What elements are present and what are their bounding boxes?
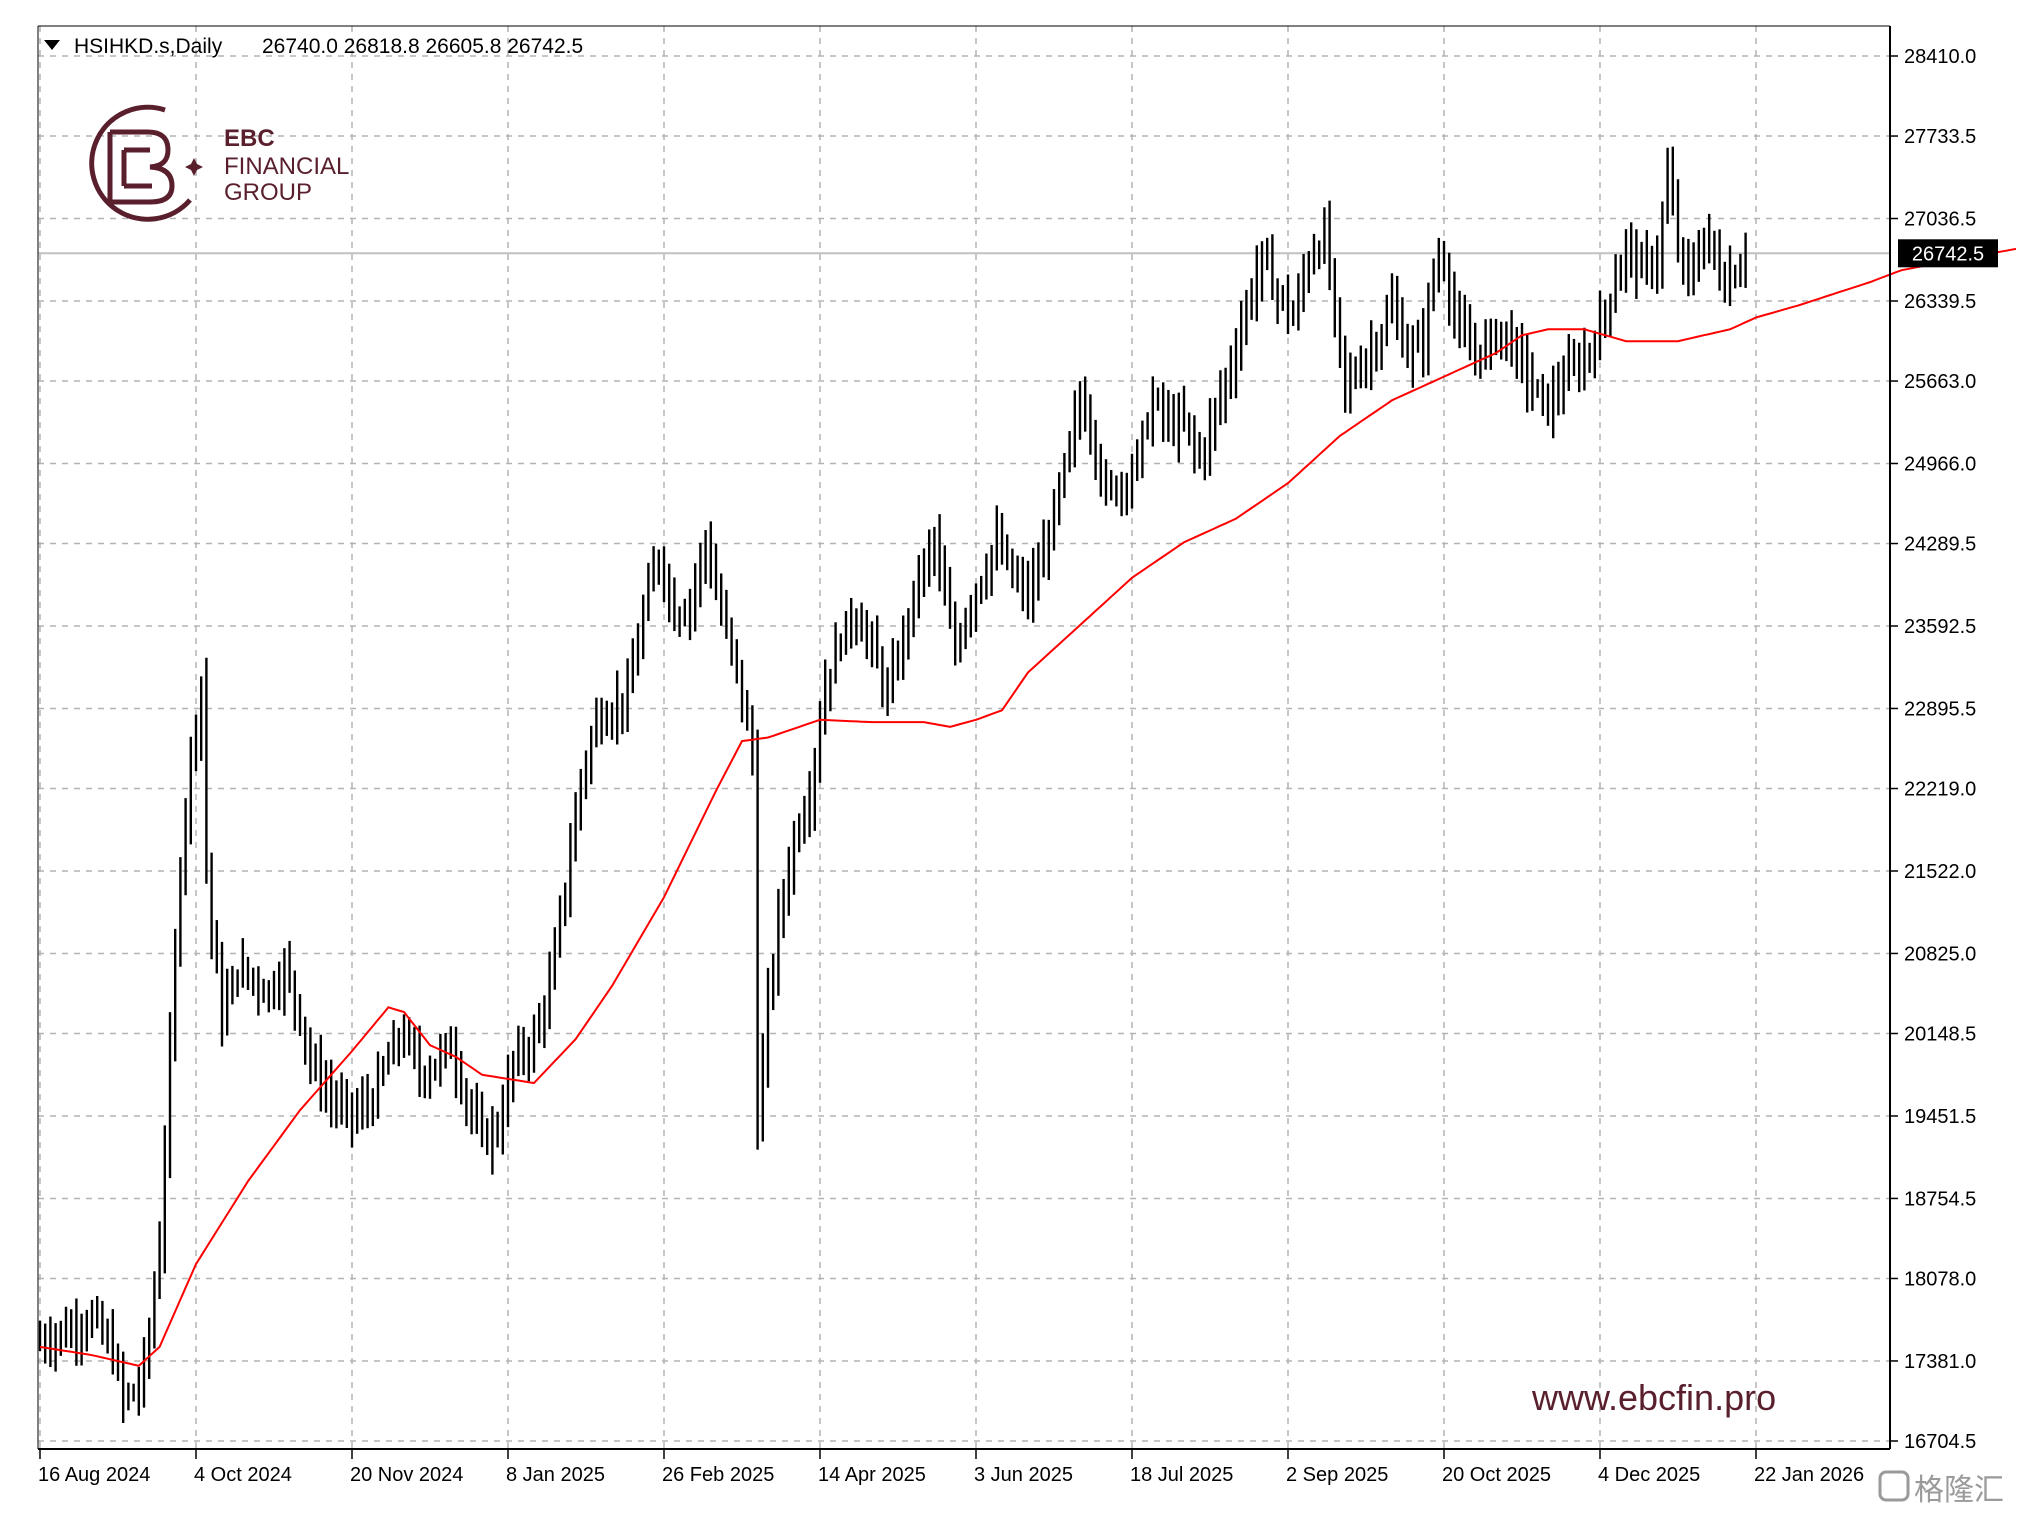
y-tick-label: 22895.5 xyxy=(1904,698,1976,720)
x-tick-label: 2 Sep 2025 xyxy=(1286,1464,1388,1486)
y-tick-label: 20148.5 xyxy=(1904,1024,1976,1046)
y-tick-label: 23592.5 xyxy=(1904,616,1976,638)
y-tick-label: 18754.5 xyxy=(1904,1188,1976,1210)
y-tick-label: 27733.5 xyxy=(1904,126,1976,148)
y-axis-ticks: 28410.0 27733.5 27036.5 26339.5 25663.0 24966… xyxy=(1890,46,1976,1453)
current-price-label: 26742.5 xyxy=(1912,243,1984,265)
logo-group: GROUP xyxy=(224,179,312,206)
y-tick-label: 24966.0 xyxy=(1904,453,1976,475)
ebc-logo: EBC FINANCIAL GROUP xyxy=(89,104,349,222)
x-tick-label: 22 Jan 2026 xyxy=(1754,1464,1864,1486)
y-tick-label: 21522.0 xyxy=(1904,861,1976,883)
x-tick-label: 16 Aug 2024 xyxy=(38,1464,150,1486)
x-tick-label: 20 Nov 2024 xyxy=(350,1464,463,1486)
x-axis-ticks: 16 Aug 2024 4 Oct 2024 20 Nov 2024 8 Jan 20… xyxy=(38,1449,1864,1486)
logo-ring-icon xyxy=(89,104,192,222)
watermark-text: 格隆汇 xyxy=(1914,1473,2004,1508)
y-tick-label: 22219.0 xyxy=(1904,779,1976,801)
symbol-label: HSIHKD.s,Daily xyxy=(74,35,223,58)
moving-average-line xyxy=(39,247,2017,1367)
y-tick-label: 20825.0 xyxy=(1904,943,1976,965)
x-tick-label: 3 Jun 2025 xyxy=(974,1464,1073,1486)
y-tick-label: 17381.0 xyxy=(1904,1351,1976,1373)
logo-b-icon xyxy=(107,129,175,205)
website-url[interactable]: www.ebcfin.pro xyxy=(1531,1377,1776,1418)
logo-ebc: EBC xyxy=(224,125,275,152)
logo-financial: FINANCIAL xyxy=(224,153,349,180)
y-tick-label: 19451.5 xyxy=(1904,1106,1976,1128)
y-tick-label: 16704.5 xyxy=(1904,1431,1976,1453)
ohlc-values: 26740.0 26818.8 26605.8 26742.5 xyxy=(262,35,583,58)
chart-header: HSIHKD.s,Daily 26740.0 26818.8 26605.8 2… xyxy=(44,35,583,58)
x-tick-label: 4 Dec 2025 xyxy=(1598,1464,1700,1486)
logo-star-icon xyxy=(185,158,203,176)
y-tick-label: 26339.5 xyxy=(1904,291,1976,313)
y-tick-label: 28410.0 xyxy=(1904,46,1976,68)
y-tick-label: 18078.0 xyxy=(1904,1268,1976,1290)
watermark-logo-icon xyxy=(1878,1470,1910,1502)
gelonghui-watermark: 格隆汇 xyxy=(1878,1470,2004,1508)
current-price-badge: 26742.5 xyxy=(1898,239,1998,268)
y-tick-label: 24289.5 xyxy=(1904,534,1976,556)
x-tick-label: 18 Jul 2025 xyxy=(1130,1464,1233,1486)
x-tick-label: 26 Feb 2025 xyxy=(662,1464,774,1486)
x-tick-label: 14 Apr 2025 xyxy=(818,1464,926,1486)
x-tick-label: 4 Oct 2024 xyxy=(194,1464,292,1486)
dropdown-triangle-icon[interactable] xyxy=(44,40,60,50)
grid-lines xyxy=(38,26,1890,1449)
y-tick-label: 25663.0 xyxy=(1904,371,1976,393)
y-tick-label: 27036.5 xyxy=(1904,209,1976,231)
x-tick-label: 8 Jan 2025 xyxy=(506,1464,605,1486)
x-tick-label: 20 Oct 2025 xyxy=(1442,1464,1551,1486)
